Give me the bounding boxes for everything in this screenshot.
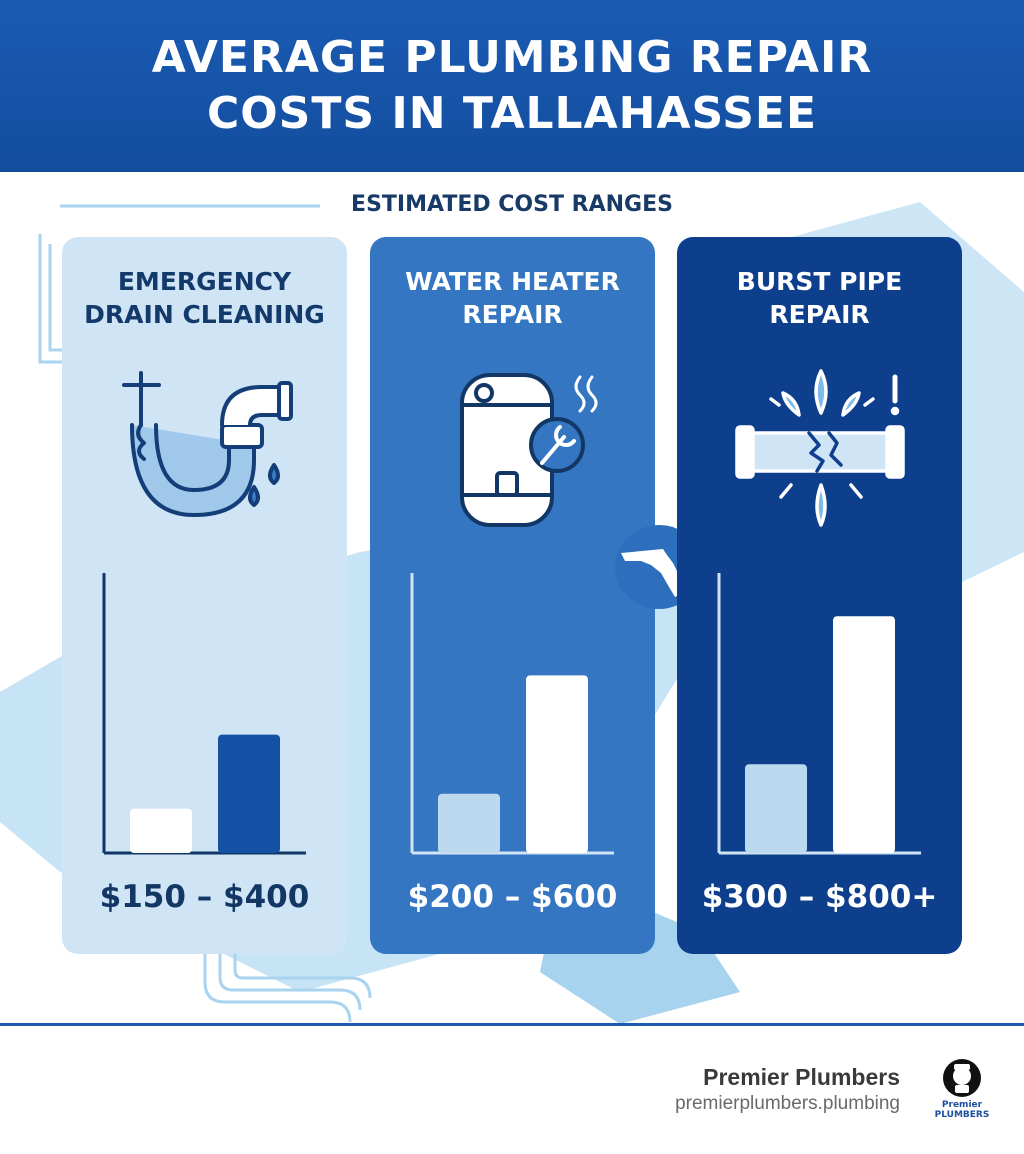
bar-low [745, 764, 807, 853]
card-water-heater-repair: WATER HEATER REPAIR $200 – $600 [370, 237, 655, 954]
bar-low [438, 793, 500, 853]
price-range: $300 – $800+ [701, 879, 938, 915]
bar-low [130, 808, 192, 853]
cost-chart-emergency [102, 573, 306, 855]
water-heater-icon [460, 373, 598, 527]
cost-chart-burst-pipe [717, 573, 921, 855]
card-title-line-2: REPAIR [462, 300, 563, 329]
bar-high [218, 734, 280, 853]
card-title: BURST PIPE REPAIR [677, 265, 962, 331]
bar-high [833, 616, 895, 853]
drain-pipe-icon [122, 371, 293, 517]
logo-line-1: Premier [941, 1100, 983, 1110]
logo-wordmark: Premier PLUMBERS [922, 1100, 1002, 1120]
card-burst-pipe-repair: BURST PIPE REPAIR $300 – $800+ [677, 237, 962, 954]
card-title-line-1: EMERGENCY [117, 267, 292, 296]
page-title-line-2: COSTS IN TALLAHASSEE [206, 88, 818, 139]
card-title-line-2: REPAIR [769, 300, 870, 329]
burst-pipe-icon [735, 369, 905, 527]
mascot-icon [943, 1059, 981, 1097]
price-range: $150 – $400 [99, 879, 310, 915]
card-title-line-1: BURST PIPE [736, 267, 903, 296]
chart-subtitle: ESTIMATED COST RANGES [351, 192, 673, 217]
brand-url: premierplumbers.plumbing [675, 1093, 900, 1114]
header-banner: AVERAGE PLUMBING REPAIR COSTS IN TALLAHA… [0, 0, 1024, 172]
logo-line-2: PLUMBERS [934, 1110, 990, 1120]
card-title-line-2: DRAIN CLEANING [84, 300, 325, 329]
bar-high [526, 675, 588, 853]
card-title: EMERGENCY DRAIN CLEANING [62, 265, 347, 331]
card-title-line-1: WATER HEATER [405, 267, 620, 296]
page-title-line-1: AVERAGE PLUMBING REPAIR [151, 32, 873, 83]
card-emergency-drain-cleaning: EMERGENCY DRAIN CLEANING $150 – $400 [62, 237, 347, 954]
premier-plumbers-logo: Premier PLUMBERS [922, 1056, 1002, 1122]
footer-divider [0, 1023, 1024, 1026]
cost-chart-water-heater [410, 573, 614, 855]
brand-name: Premier Plumbers [703, 1064, 900, 1090]
card-title: WATER HEATER REPAIR [370, 265, 655, 331]
brand-block: Premier Plumbers premierplumbers.plumbin… [675, 1062, 900, 1116]
price-range: $200 – $600 [407, 879, 618, 915]
